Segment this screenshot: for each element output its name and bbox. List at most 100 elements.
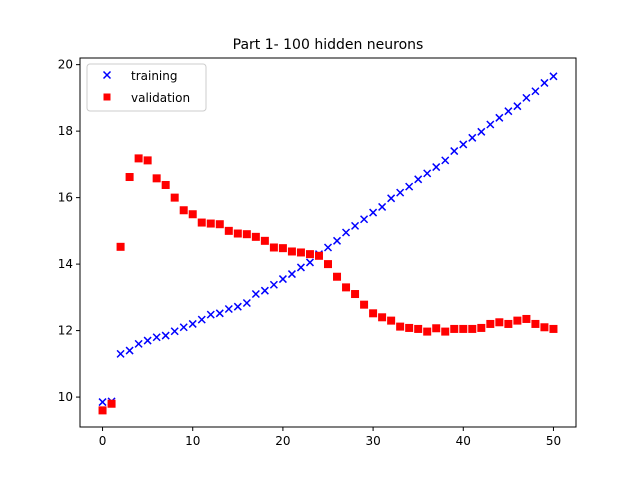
point-training [387,194,396,203]
y-tick-label: 20 [58,58,73,72]
point-validation [396,322,405,331]
point-training [188,319,197,328]
point-training [170,327,179,336]
point-training [251,289,260,299]
point-training [224,304,233,314]
plot-frame [79,57,577,428]
point-training [278,275,287,284]
point-training [486,120,495,129]
point-validation [513,316,522,325]
point-training [522,93,531,102]
point-validation [206,219,215,228]
point-validation [134,154,143,163]
point-training [369,208,378,217]
point-validation [468,324,477,333]
point-validation [351,290,360,299]
point-training [152,333,161,342]
point-training [342,228,351,237]
point-training [98,398,107,407]
point-validation [360,300,369,309]
point-training [360,215,369,224]
point-training [432,163,441,172]
y-tick-label: 12 [58,324,73,338]
legend-box [86,63,207,112]
point-training [323,243,333,252]
point-training [396,188,405,197]
point-validation [179,206,188,215]
x-tick-label: 20 [275,434,290,448]
point-training [215,309,224,318]
point-validation [260,236,269,245]
point-validation [414,324,423,333]
point-validation [432,324,441,333]
point-validation [333,272,342,281]
point-training [287,270,296,279]
point-training [468,133,477,142]
x-tick-label: 0 [99,434,107,448]
point-training [305,258,314,267]
point-validation [296,248,305,257]
point-training [531,87,540,96]
point-validation [549,324,558,333]
point-validation [215,220,224,229]
point-training [134,339,143,348]
point-validation [450,324,459,333]
point-training [459,140,468,149]
point-validation [387,316,396,325]
x-axis: 0 10 20 30 40 50 [99,427,561,448]
point-validation [495,318,504,327]
point-training [405,182,414,191]
point-validation [305,250,314,259]
point-validation [224,226,233,235]
point-validation [405,323,414,332]
x-tick-label: 30 [365,434,380,448]
point-validation [486,319,495,328]
point-training [125,346,134,355]
point-training [477,127,486,136]
legend-marker-training [102,70,112,80]
point-validation [324,260,332,269]
point-training [116,349,125,358]
point-validation [287,247,296,256]
point-validation [531,319,540,328]
plot-marks [98,72,558,415]
point-training [161,331,170,340]
point-validation [116,242,125,251]
point-training [423,169,432,178]
y-tick-label: 14 [58,257,73,271]
point-validation [369,309,378,318]
point-training [540,78,549,87]
legend-label-training: training [131,69,178,83]
point-validation [170,193,179,202]
point-validation [233,229,242,238]
point-training [260,286,269,295]
point-training [296,263,305,272]
point-validation [188,210,197,219]
point-validation [278,244,287,253]
legend: training validation [86,63,207,112]
point-validation [314,251,323,260]
point-validation [540,323,549,332]
point-training [549,72,558,81]
y-tick-label: 16 [58,191,73,205]
point-validation [459,324,468,333]
point-validation [161,180,170,189]
chart-title: Part 1- 100 hidden neurons [233,37,424,53]
point-validation [107,399,116,408]
point-validation [477,323,486,332]
point-training [495,113,504,122]
point-validation [378,313,387,322]
point-validation [197,218,206,227]
point-training [441,156,450,165]
point-validation [342,283,351,292]
series-validation [98,154,558,415]
point-training [269,280,278,289]
y-axis: 10 12 14 16 18 20 [58,58,80,404]
point-validation [98,406,107,415]
point-training [197,315,206,324]
point-validation [522,314,531,323]
point-training [378,202,387,211]
x-tick-label: 40 [456,434,471,448]
point-training [351,221,360,230]
